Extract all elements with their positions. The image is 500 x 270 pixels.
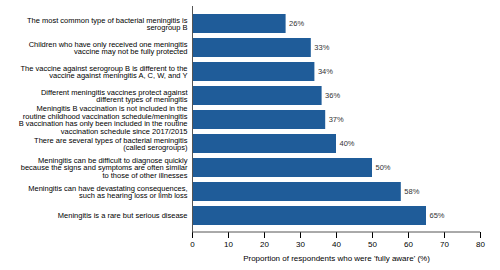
svg-text:80: 80	[476, 240, 485, 249]
svg-text:26%: 26%	[289, 19, 304, 28]
svg-text:40: 40	[332, 240, 341, 249]
svg-text:58%: 58%	[404, 187, 419, 196]
svg-text:There are several types of bac: There are several types of bacterial men…	[34, 136, 188, 153]
svg-text:Meningitis can be difficult to: Meningitis can be difficult to diagnose …	[21, 156, 188, 180]
svg-text:Proportion of respondents who: Proportion of respondents who were 'full…	[243, 254, 430, 263]
svg-text:20: 20	[260, 240, 269, 249]
svg-text:65%: 65%	[430, 211, 445, 220]
svg-text:10: 10	[224, 240, 233, 249]
svg-text:34%: 34%	[318, 67, 333, 76]
svg-text:0: 0	[190, 240, 195, 249]
svg-text:Meningitis is a rare but serio: Meningitis is a rare but serious disease	[58, 211, 188, 220]
svg-text:60: 60	[404, 240, 413, 249]
svg-text:Children who have only receive: Children who have only received one meni…	[29, 40, 188, 57]
svg-text:The vaccine against serogroup: The vaccine against serogroup B is diffe…	[20, 64, 187, 81]
svg-text:Different meningitis vaccines: Different meningitis vaccines protect ag…	[41, 88, 189, 105]
svg-text:70: 70	[440, 240, 449, 249]
svg-text:33%: 33%	[314, 43, 329, 52]
svg-text:50: 50	[368, 240, 377, 249]
svg-text:30: 30	[296, 240, 305, 249]
svg-text:The most common type of bacter: The most common type of bacterial mening…	[27, 16, 188, 33]
svg-text:36%: 36%	[325, 91, 340, 100]
svg-text:40%: 40%	[340, 139, 355, 148]
svg-text:50%: 50%	[376, 163, 391, 172]
svg-text:37%: 37%	[329, 115, 344, 124]
svg-text:Meningitis can have devastatin: Meningitis can have devastating conseque…	[28, 184, 188, 201]
svg-text:Meningitis B vaccination is no: Meningitis B vaccination is not included…	[19, 104, 188, 135]
